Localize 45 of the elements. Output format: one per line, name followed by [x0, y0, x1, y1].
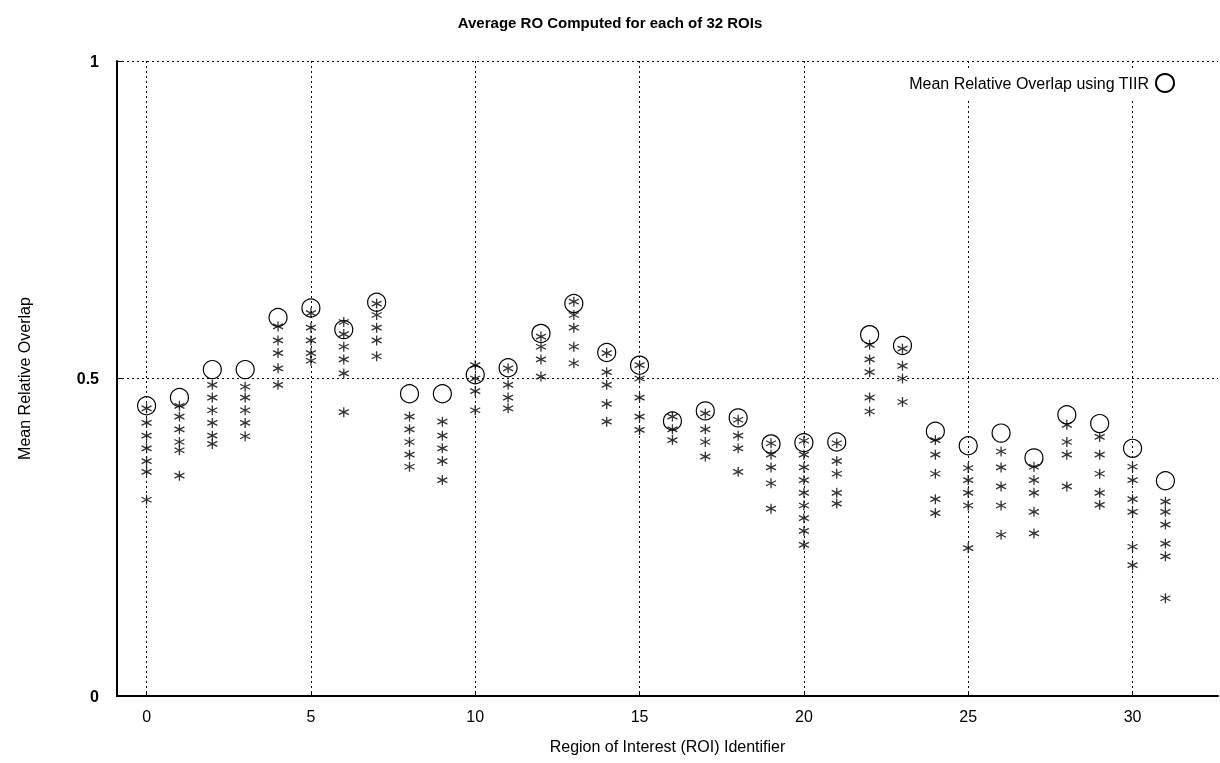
point: [860, 325, 880, 345]
point: [367, 292, 387, 312]
point: [662, 411, 683, 431]
point: [268, 307, 288, 328]
point: [531, 323, 551, 344]
point: [892, 335, 913, 356]
point: [761, 434, 781, 454]
point: [1057, 405, 1077, 425]
point: [1024, 448, 1044, 468]
point: [564, 293, 584, 314]
x-tick-label: 25: [959, 707, 978, 725]
point: [1155, 471, 1176, 491]
x-tick-label: 0: [142, 707, 152, 725]
point: [202, 360, 222, 380]
x-tick-label: 15: [630, 707, 649, 725]
point: [301, 298, 321, 318]
y-axis-title: Mean Relative Overlap: [15, 297, 33, 460]
point: [498, 358, 518, 378]
point: [794, 433, 814, 453]
point: [991, 423, 1011, 443]
y-tick-label: 1: [90, 52, 100, 70]
point: [695, 401, 715, 421]
x-tick-label: 30: [1123, 707, 1142, 725]
point: [1122, 438, 1143, 458]
point: [465, 365, 485, 385]
chart-title: Average RO Computed for each of 32 ROIs: [457, 14, 763, 31]
point: [137, 396, 157, 416]
point: [728, 408, 748, 428]
point: [925, 421, 945, 441]
x-tick-label: 10: [466, 707, 485, 725]
y-tick-label: 0.5: [76, 370, 100, 387]
point: [334, 320, 354, 340]
x-tick-label: 20: [794, 707, 813, 725]
point: [597, 342, 617, 363]
x-axis-title: Region of Interest (ROI) Identifier: [549, 737, 786, 755]
point: [432, 384, 452, 404]
point: [235, 360, 255, 380]
point: [827, 432, 847, 452]
point: [399, 384, 420, 404]
legend-label: Mean Relative Overlap using TIIR: [909, 74, 1149, 92]
point: [958, 436, 978, 456]
point: [169, 387, 190, 408]
point: [1090, 413, 1110, 434]
y-tick-label: 0: [90, 687, 100, 705]
x-tick-label: 5: [306, 707, 316, 725]
